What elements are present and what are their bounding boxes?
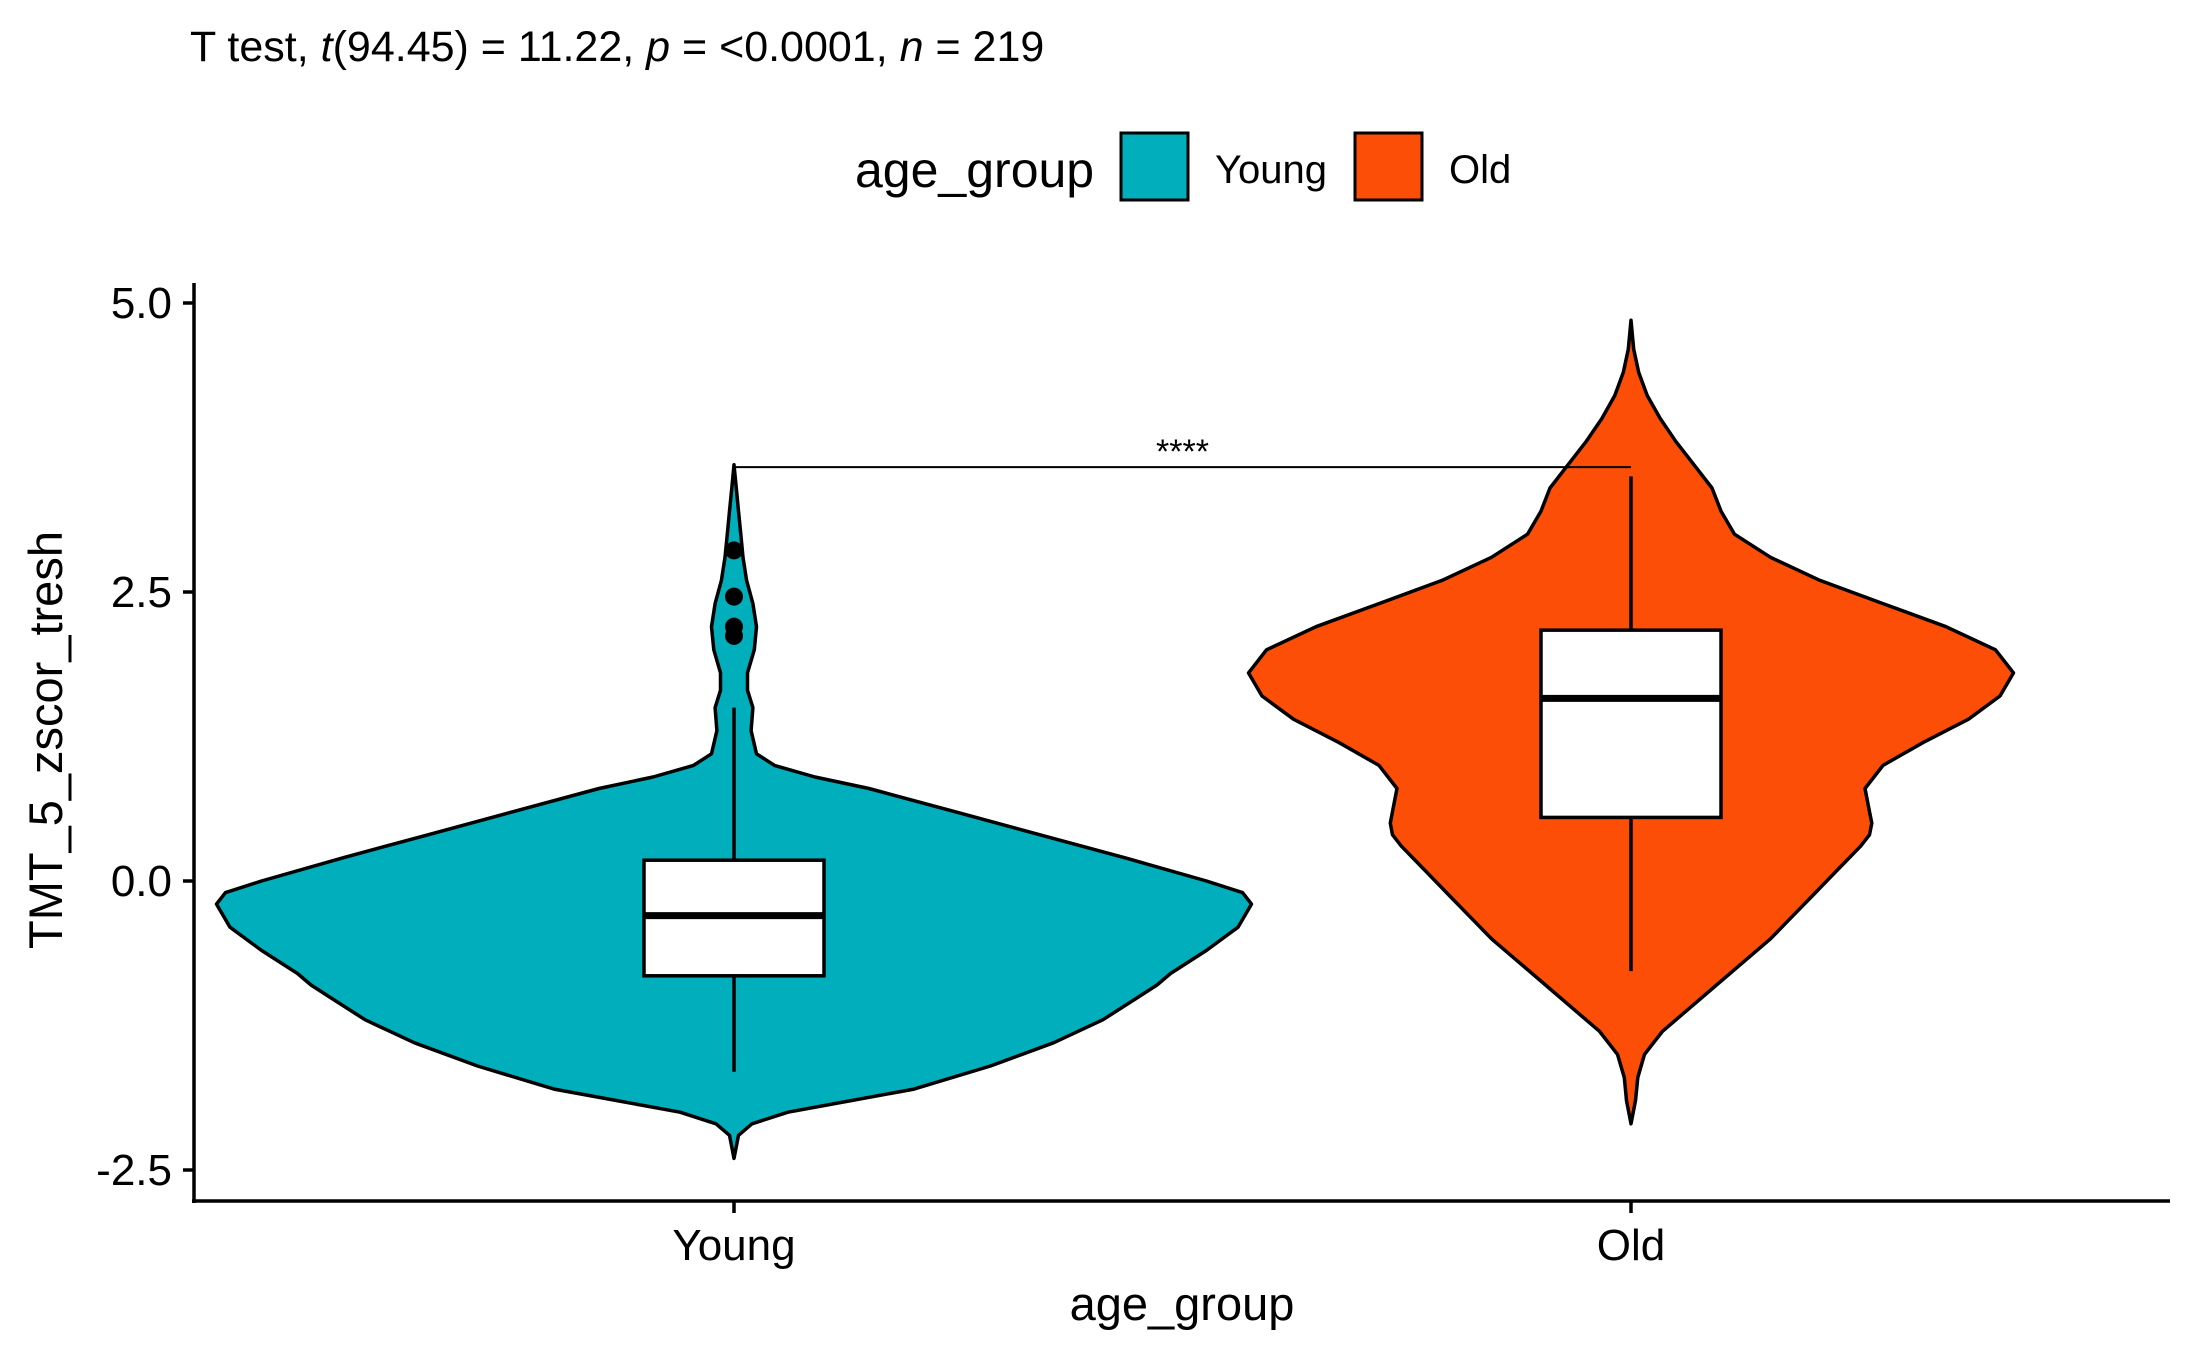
title-p-symbol: p — [644, 23, 670, 71]
outliers-young — [725, 541, 743, 645]
x-axis-title: age_group — [1070, 1277, 1295, 1330]
title-p-value: = <0.0001, — [670, 23, 900, 71]
y-tick-label: 0.0 — [111, 857, 172, 906]
x-tick-label: Old — [1597, 1221, 1665, 1270]
plot-area: **** — [214, 318, 2016, 1161]
legend-title: age_group — [855, 142, 1094, 198]
chart-title: T test, t(94.45) = 11.22, p = <0.0001, n… — [190, 23, 1044, 71]
outlier-point — [725, 541, 743, 560]
title-n-value: = 219 — [924, 23, 1045, 71]
legend: age_group Young Old — [855, 131, 1511, 202]
axes: -2.5 0.0 2.5 5.0 Young Old age_group TMT_5_z… — [19, 279, 2170, 1330]
y-ticks: -2.5 0.0 2.5 5.0 — [96, 279, 194, 1195]
legend-key-old — [1353, 131, 1424, 202]
title-n-symbol: n — [900, 23, 924, 71]
title-t-symbol: t — [321, 23, 335, 71]
significance-label: **** — [1156, 433, 1209, 471]
y-tick-label: 2.5 — [111, 568, 172, 617]
legend-key-young — [1119, 131, 1190, 202]
outlier-point — [725, 587, 743, 606]
legend-label-young: Young — [1215, 148, 1327, 192]
y-tick-label: 5.0 — [111, 279, 172, 328]
x-tick-label: Young — [672, 1221, 795, 1270]
title-prefix: T test, — [190, 23, 321, 71]
title-t-value: (94.45) = 11.22, — [333, 23, 647, 71]
legend-label-old: Old — [1449, 148, 1511, 192]
x-ticks: Young Old — [672, 1201, 1665, 1270]
box-old — [1539, 628, 1723, 820]
outlier-point — [725, 626, 743, 645]
y-axis-title: TMT_5_zscor_tresh — [19, 531, 72, 949]
y-tick-label: -2.5 — [96, 1146, 172, 1195]
